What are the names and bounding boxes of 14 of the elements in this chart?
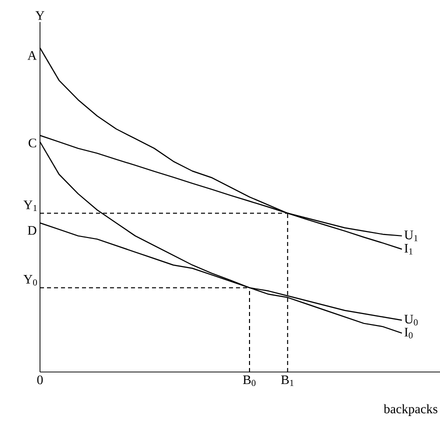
annotation: D	[28, 226, 36, 235]
series-label: U$_{0}$	[404, 314, 418, 326]
ref-line-label: Y$_{1}$	[23, 200, 37, 211]
annotation: C	[28, 138, 36, 148]
annotation: A	[27, 51, 37, 60]
series-label: U$_{1}$	[404, 230, 418, 242]
series-label: I$_{1}$	[404, 244, 412, 254]
x-tick-label: B$_{0}$	[242, 376, 256, 386]
x-tick-label: B$_{1}$	[280, 376, 294, 386]
ref-line-label: Y$_{0}$	[23, 275, 37, 286]
y-axis-title: Y	[35, 11, 44, 20]
series-label: I$_{0}$	[404, 328, 412, 338]
x-axis-title: backpacks	[383, 404, 438, 416]
x-tick-label: 0	[37, 376, 43, 384]
